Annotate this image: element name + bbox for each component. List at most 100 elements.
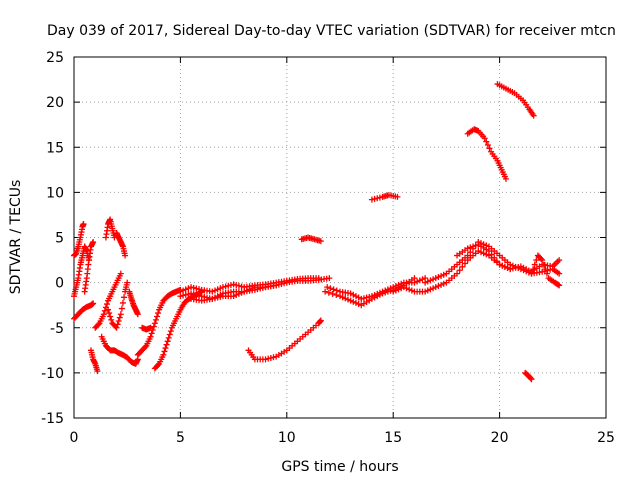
series-arc-k (126, 288, 141, 318)
data-point (464, 252, 471, 259)
data-point (214, 294, 221, 301)
data-point (270, 354, 277, 361)
chart-title: Day 039 of 2017, Sidereal Day-to-day VTE… (47, 23, 616, 39)
data-point (235, 282, 242, 289)
data-point (542, 266, 549, 273)
data-point (246, 286, 253, 293)
series-arc-l (139, 324, 154, 333)
data-point (376, 289, 383, 296)
data-point (119, 299, 126, 306)
data-point (484, 141, 491, 148)
data-point (90, 300, 97, 307)
data-point (382, 287, 389, 294)
data-point (533, 257, 540, 264)
data-point (435, 283, 442, 290)
data-point (209, 288, 216, 295)
data-point (512, 264, 519, 271)
data-point (555, 281, 562, 288)
data-point (177, 288, 184, 295)
data-point (419, 276, 426, 283)
data-point (151, 320, 158, 327)
data-point (363, 294, 370, 301)
data-point (325, 289, 332, 296)
data-point (233, 292, 240, 299)
data-point (95, 321, 102, 328)
data-point (149, 327, 156, 334)
data-point (438, 272, 445, 279)
x-tick-label: 20 (491, 430, 509, 446)
data-point (477, 249, 484, 256)
grid (74, 57, 606, 418)
data-point (142, 343, 149, 350)
data-point (152, 316, 159, 323)
data-point (148, 330, 155, 337)
data-point (121, 294, 128, 301)
data-point (392, 287, 399, 294)
data-point (366, 293, 373, 300)
data-point (107, 313, 114, 320)
data-point (163, 341, 170, 348)
data-point (530, 266, 537, 273)
data-point (267, 354, 274, 361)
y-tick-label: -5 (50, 321, 64, 337)
data-point (502, 175, 509, 182)
data-point (483, 138, 490, 145)
data-point (374, 195, 381, 202)
data-point (368, 293, 375, 300)
data-point (432, 284, 439, 291)
data-point (467, 244, 474, 251)
data-point (384, 286, 391, 293)
data-point (531, 261, 538, 268)
series-arc-y (454, 241, 563, 275)
series-arc-ac (522, 369, 535, 383)
data-point (528, 376, 535, 383)
data-point (427, 277, 434, 284)
data-point (164, 338, 171, 345)
data-point (214, 286, 221, 293)
y-tick-label: 15 (46, 140, 64, 156)
data-point (509, 265, 516, 272)
data-point (414, 278, 421, 285)
data-point (496, 261, 503, 268)
x-tick-label: 25 (597, 430, 615, 446)
data-point (440, 280, 447, 287)
data-point (116, 314, 123, 321)
data-point (493, 258, 500, 265)
data-point (94, 368, 101, 375)
data-point (217, 285, 224, 292)
data-point (556, 270, 563, 277)
data-point (333, 287, 340, 294)
data-point (358, 295, 365, 302)
data-point (190, 291, 197, 298)
data-point (185, 291, 192, 298)
x-tick-label: 5 (176, 430, 185, 446)
data-point (238, 283, 245, 290)
data-point (117, 270, 124, 277)
data-point (481, 135, 488, 142)
series-arc-h (113, 229, 129, 259)
series-arc-q (188, 282, 280, 304)
data-point (387, 285, 394, 292)
data-point (556, 257, 563, 264)
data-point (160, 351, 167, 358)
data-point (103, 301, 110, 308)
data-point (90, 239, 97, 246)
series-arc-j (105, 279, 131, 331)
data-point (480, 250, 487, 257)
series-arc-x (422, 239, 563, 286)
series-arc-v (368, 192, 401, 203)
x-tick-label: 15 (384, 430, 402, 446)
data-point (106, 310, 113, 317)
y-tick-label: 10 (46, 185, 64, 201)
data-point (501, 263, 508, 270)
data-point (115, 317, 122, 324)
data-point (486, 145, 493, 152)
y-tick-labels: -15 -10 -5 0 5 10 15 20 25 (41, 50, 64, 427)
data-point (225, 282, 232, 289)
data-point (153, 313, 160, 320)
data-point (538, 255, 545, 262)
data-point (395, 286, 402, 293)
data-point (185, 285, 192, 292)
data-point (459, 263, 466, 270)
